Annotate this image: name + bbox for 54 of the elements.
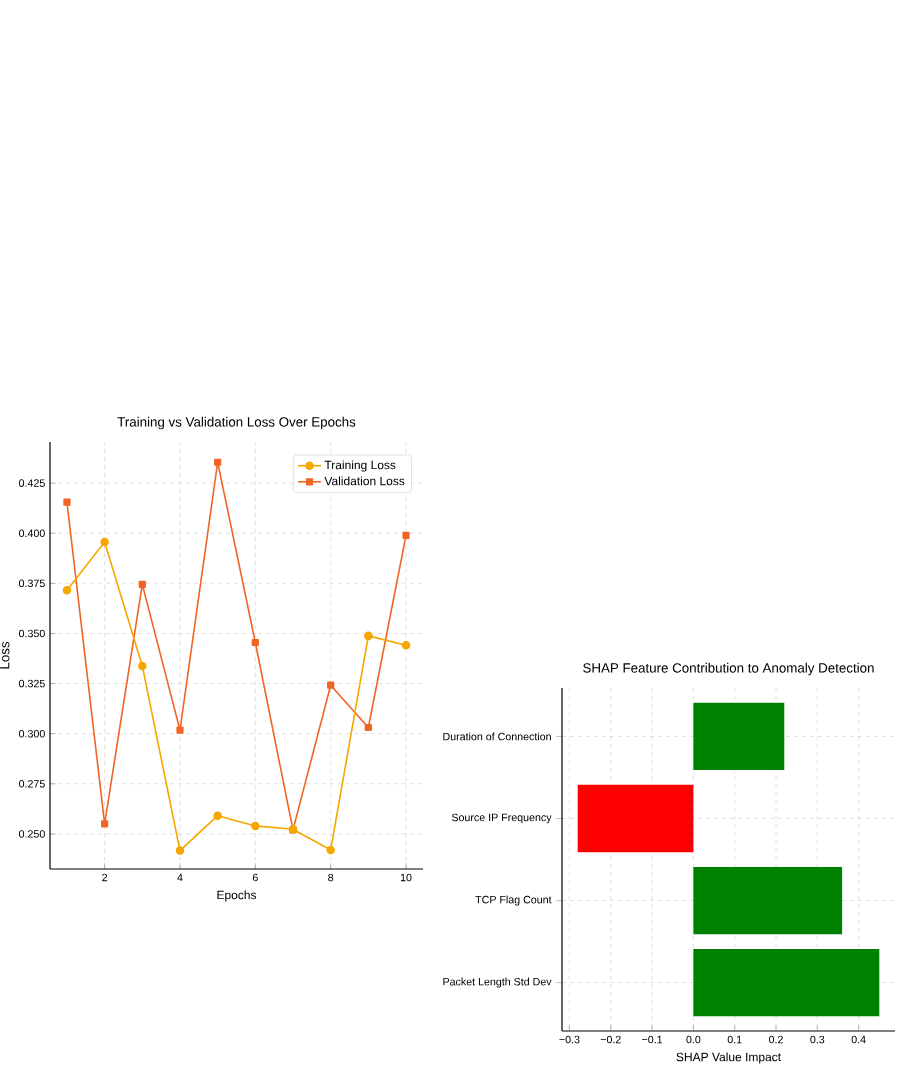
point bbox=[176, 726, 184, 734]
point bbox=[63, 498, 71, 506]
legend-label: Training Loss bbox=[324, 460, 396, 472]
point bbox=[214, 458, 222, 466]
x-tick-label: −0.1 bbox=[642, 1035, 663, 1044]
y-tick-label: 0.375 bbox=[19, 579, 45, 588]
point bbox=[364, 723, 372, 732]
point bbox=[251, 821, 260, 831]
point bbox=[138, 661, 147, 671]
point bbox=[100, 537, 109, 547]
point bbox=[213, 811, 222, 820]
chart-title: SHAP Feature Contribution to Anomaly Detection bbox=[583, 662, 874, 676]
x-tick-label: 0.3 bbox=[810, 1035, 825, 1044]
x-tick-label: 8 bbox=[328, 873, 334, 882]
bar bbox=[693, 702, 785, 771]
y-tick-label: Packet Length Std Dev bbox=[443, 977, 552, 988]
point bbox=[138, 580, 146, 588]
point bbox=[175, 846, 185, 855]
y-axis-title: Loss bbox=[0, 641, 10, 669]
y-tick-label: 0.275 bbox=[19, 780, 45, 788]
point bbox=[326, 845, 335, 855]
x-tick-label: 0.4 bbox=[851, 1035, 866, 1044]
x-axis-title: Epochs bbox=[217, 890, 257, 902]
point bbox=[364, 631, 373, 641]
bar bbox=[693, 866, 843, 935]
bar bbox=[693, 948, 880, 1017]
x-tick-label: 10 bbox=[400, 873, 412, 882]
y-tick-label: TCP Flag Count bbox=[475, 895, 552, 906]
legend-label: Validation Loss bbox=[324, 476, 405, 486]
point bbox=[402, 531, 410, 540]
y-tick-label: 0.250 bbox=[19, 830, 45, 838]
point bbox=[401, 641, 411, 650]
x-tick-label: 6 bbox=[252, 873, 258, 882]
x-tick-label: −0.3 bbox=[559, 1035, 580, 1044]
x-tick-label: 0.0 bbox=[686, 1035, 701, 1044]
point bbox=[251, 638, 259, 647]
point bbox=[62, 586, 72, 595]
y-tick-label: 0.325 bbox=[19, 679, 45, 688]
chart-title: Training vs Validation Loss Over Epochs bbox=[117, 416, 356, 430]
y-tick-label: Duration of Connection bbox=[443, 732, 551, 741]
x-tick-label: 0.1 bbox=[727, 1035, 742, 1044]
x-tick-label: 0.2 bbox=[769, 1035, 783, 1044]
y-tick-label: Source IP Frequency bbox=[451, 813, 552, 824]
y-tick-label: 0.400 bbox=[19, 529, 45, 537]
x-tick-label: 2 bbox=[102, 873, 108, 882]
x-tick-label: 4 bbox=[177, 873, 183, 882]
point bbox=[101, 820, 109, 828]
x-axis-title: SHAP Value Impact bbox=[676, 1052, 781, 1064]
y-tick-label: 0.300 bbox=[19, 729, 45, 738]
y-tick-label: 0.350 bbox=[19, 629, 45, 638]
y-tick-label: 0.425 bbox=[19, 479, 45, 487]
point bbox=[327, 681, 335, 689]
bar bbox=[577, 784, 694, 853]
x-tick-label: −0.2 bbox=[600, 1035, 621, 1044]
